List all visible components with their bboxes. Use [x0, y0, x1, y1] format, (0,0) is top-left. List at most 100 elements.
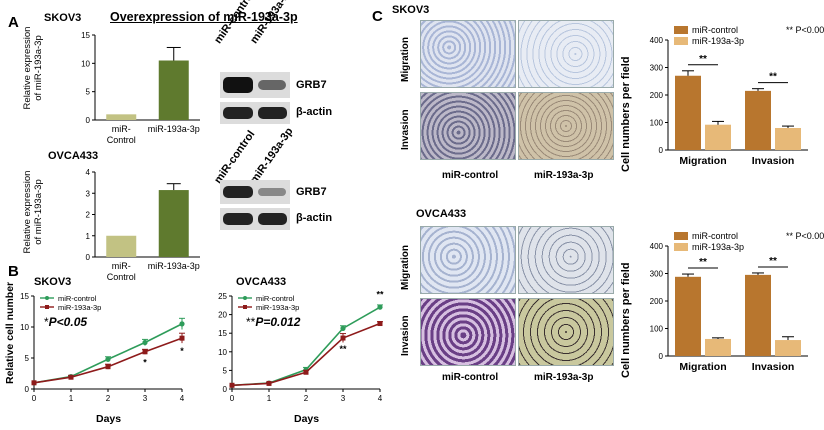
a_skov3-ytick-label: 10: [81, 59, 90, 68]
b_ovca433-significance: **: [339, 344, 347, 354]
b_skov3-point: [105, 356, 111, 362]
b_skov3-xtick-label: 1: [69, 394, 74, 403]
ylabel-line2: of miR-193a-3p: [33, 35, 44, 101]
b_ovca433-series-line: [231, 322, 381, 387]
c-skov3-title: SKOV3: [392, 4, 430, 16]
c_skov3-bar: [775, 128, 801, 150]
wb-label-actin-1: β-actin: [296, 106, 333, 118]
b_skov3-significance: *: [143, 357, 147, 367]
c-ovca433-col-193: miR-193a-3p: [534, 372, 594, 383]
b_skov3-point: [31, 380, 37, 386]
c_skov3-ytick-label: 200: [650, 91, 664, 100]
b_skov3-legend-marker: [45, 296, 49, 300]
c_ovca433-legend-label: miR-control: [692, 231, 738, 241]
c_skov3-xtick-label: Migration: [679, 155, 726, 167]
c_skov3-legend-swatch: [674, 37, 688, 45]
b_ovca433-ytick-label: 10: [218, 348, 227, 357]
chart-c-skov3: 0 100 200 300 400 Migration ** Invasion ** miR-co…: [650, 25, 824, 167]
a_skov3-bar: [106, 114, 137, 120]
b_skov3-ytick-label: 15: [20, 292, 29, 301]
c_skov3-legend-label: miR-control: [692, 25, 738, 35]
a_skov3-bar: [158, 60, 189, 120]
a_skov3-xtick-label: miR-: [112, 124, 131, 134]
micrograph-skov3-invasion-control: [420, 92, 516, 160]
a_skov3-xtick-label: miR-193a-3p: [148, 124, 200, 134]
b_ovca433-point: [377, 304, 383, 310]
a_ovca433-bar: [158, 190, 189, 257]
c_ovca433-ytick-label: 300: [650, 270, 664, 279]
b_ovca433-legend-label: miR-193a-3p: [256, 303, 299, 312]
c_ovca433-legend-swatch: [674, 243, 688, 251]
b_ovca433-ytick-label: 0: [223, 385, 228, 394]
c-skov3-ylabel: Cell numbers per field: [620, 56, 632, 172]
b_ovca433-ytick-label: 20: [218, 311, 227, 320]
b-skov3-pvalue: *P<0.05: [44, 315, 88, 329]
c_skov3-ytick-label: 400: [650, 36, 664, 45]
c_skov3-xtick-label: Invasion: [752, 155, 795, 167]
b_ovca433-legend-marker: [243, 296, 247, 300]
a_ovca433-xtick-label-2: Control: [107, 272, 136, 282]
c-ovca433-col-control: miR-control: [442, 372, 499, 383]
b_skov3-point: [68, 374, 74, 380]
micrograph-ovca433-migration-193: [518, 226, 614, 294]
b_ovca433-significance: **: [376, 290, 384, 300]
c_ovca433-bar: [745, 274, 771, 356]
c_ovca433-legend-label: miR-193a-3p: [692, 242, 744, 252]
c_skov3-legend-swatch: [674, 26, 688, 34]
b_ovca433-ytick-label: 15: [218, 329, 227, 338]
c_skov3-pvalue: ** P<0.001: [786, 25, 824, 35]
micrograph-skov3-invasion-193: [518, 92, 614, 160]
c-ovca433-title: OVCA433: [416, 208, 467, 220]
c_ovca433-legend-swatch: [674, 232, 688, 240]
c_ovca433-ytick-label: 100: [650, 325, 664, 334]
b_ovca433-ytick-label: 5: [223, 366, 228, 375]
micrograph-ovca433-invasion-193: [518, 298, 614, 366]
b_ovca433-point: [377, 321, 383, 327]
wb-label-actin-2: β-actin: [296, 212, 333, 224]
b_ovca433-legend-label: miR-control: [256, 294, 295, 303]
b_skov3-ytick-label: 5: [25, 354, 30, 363]
b_skov3-point: [179, 335, 185, 341]
wb-label-grb7-1: GRB7: [296, 79, 327, 91]
c_ovca433-significance: **: [769, 256, 777, 267]
c-skov3-row-migration: Migration: [400, 37, 411, 82]
c_skov3-ytick-label: 100: [650, 119, 664, 128]
c_skov3-ytick-label: 0: [659, 146, 664, 155]
b_ovca433-point: [229, 382, 235, 388]
a_ovca433-ytick-label: 3: [86, 189, 91, 198]
c_ovca433-xtick-label: Migration: [679, 361, 726, 373]
b_ovca433-legend-marker: [243, 305, 247, 309]
a_skov3-ytick-label: 5: [86, 88, 91, 97]
a_ovca433-xtick-label: miR-193a-3p: [148, 261, 200, 271]
ovca433-title-a: OVCA433: [48, 150, 99, 162]
c-ovca433-row-migration: Migration: [400, 245, 411, 290]
b-skov3-xlabel: Days: [96, 413, 122, 425]
b_skov3-legend-label: miR-193a-3p: [58, 303, 101, 312]
c_ovca433-significance: **: [699, 257, 707, 268]
c_ovca433-ytick-label: 0: [659, 352, 664, 361]
c_skov3-bar: [745, 90, 771, 150]
c_skov3-legend-label: miR-193a-3p: [692, 36, 744, 46]
micrograph-skov3-migration-193: [518, 20, 614, 88]
ylabel-line1: Relative expression: [22, 26, 33, 110]
wb-actin-skov3: [220, 102, 290, 124]
b_skov3-point: [142, 339, 148, 346]
b_skov3-legend-label: miR-control: [58, 294, 97, 303]
b_skov3-xtick-label: 0: [32, 394, 37, 403]
a-skov3-ylabel: Relative expression of miR-193a-3p: [22, 18, 44, 118]
ylabel-line2: of miR-193a-3p: [33, 179, 44, 245]
wb-label-grb7-2: GRB7: [296, 186, 327, 198]
ylabel-line1: Relative expression: [22, 170, 33, 254]
a_ovca433-ytick-label: 4: [86, 168, 91, 177]
panel-label-b: B: [8, 263, 19, 280]
skov3-title-a: SKOV3: [44, 12, 82, 24]
b_ovca433-xtick-label: 0: [230, 394, 235, 403]
b_ovca433-xtick-label: 1: [267, 394, 272, 403]
a_skov3-ytick-label: 0: [86, 116, 91, 125]
micrograph-ovca433-invasion-control: [420, 298, 516, 366]
panel-label-a: A: [8, 14, 19, 31]
c_ovca433-bar: [675, 276, 701, 356]
micrograph-ovca433-migration-control: [420, 226, 516, 294]
c_ovca433-bar: [705, 338, 731, 356]
